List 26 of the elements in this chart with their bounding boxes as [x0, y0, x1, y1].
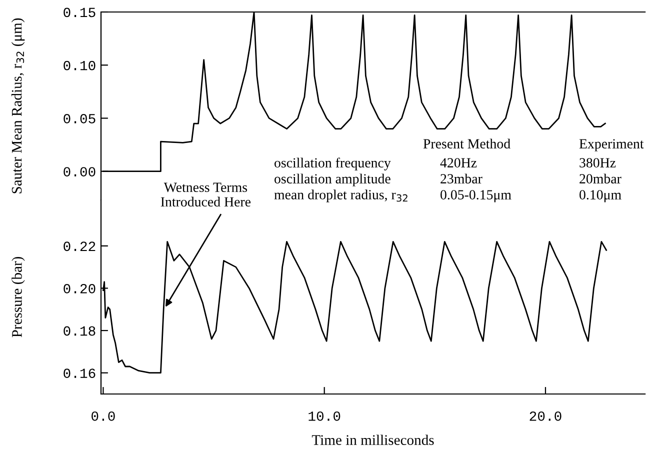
y-tick-label: 0.22 [64, 242, 96, 252]
y-tick-label: 0.10 [64, 60, 96, 70]
annotation: oscillation frequency [274, 158, 391, 170]
x-tick-label: 20.0 [530, 411, 562, 421]
annotation: Experiment [579, 139, 644, 152]
y-tick-label: 0.20 [64, 284, 96, 294]
y-tick-label: 0.15 [64, 8, 96, 18]
annotation: 0.10μm [580, 190, 622, 202]
annotation: oscillation amplitude [274, 174, 390, 186]
annotation: 23mbar [440, 174, 482, 184]
y-axis-title: Pressure (bar) [12, 256, 25, 338]
y-tick-label: 0.16 [64, 368, 96, 378]
annotation: mean droplet radius, r$_{32}$ [274, 190, 408, 202]
y-tick-label: 0.05 [64, 114, 96, 124]
annotation: Present Method [423, 138, 510, 148]
x-tick-label: 10.0 [308, 411, 340, 421]
y-tick-label: 0.18 [64, 326, 96, 336]
y-tick-label: 0.00 [64, 167, 96, 176]
x-axis-title: Time in milliseconds [312, 434, 434, 445]
annotation: Wetness Terms Introduced Here [160, 182, 251, 207]
y-axis-title: Sauter Mean Radius, r$_{32}$ (μm) [11, 18, 25, 194]
annotation: 20mbar [580, 174, 622, 184]
x-tick-label: 0.0 [92, 411, 115, 421]
annotation: 0.05-0.15μm [440, 190, 512, 202]
annotation: 420Hz [440, 158, 477, 168]
annotation: 380Hz [580, 158, 616, 168]
